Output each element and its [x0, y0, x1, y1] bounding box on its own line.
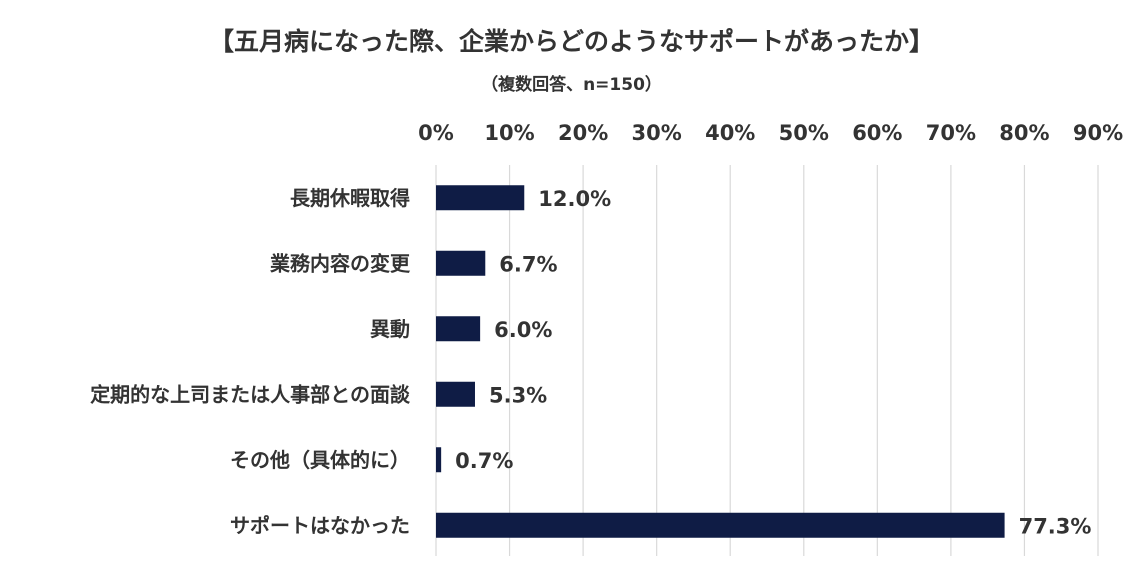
bar	[436, 316, 481, 342]
x-tick-label: 80%	[999, 121, 1049, 145]
data-label: 5.3%	[489, 383, 547, 407]
data-label: 77.3%	[1019, 514, 1092, 538]
bar	[436, 512, 1005, 538]
x-tick-label: 0%	[418, 121, 454, 145]
x-tick-label: 50%	[779, 121, 829, 145]
category-label: その他（具体的に）	[230, 448, 410, 472]
data-label: 0.7%	[455, 449, 513, 473]
bar	[436, 381, 475, 407]
x-tick-label: 30%	[632, 121, 682, 145]
data-label: 6.0%	[494, 318, 552, 342]
category-label: 業務内容の変更	[270, 251, 411, 275]
chart-title: 【五月病になった際、企業からどのようなサポートがあったか】	[208, 27, 934, 56]
x-tick-label: 10%	[484, 121, 534, 145]
x-tick-label: 20%	[558, 121, 608, 145]
x-axis-ticks: 0% 10% 20% 30% 40% 50% 60% 70% 80% 90%	[418, 121, 1123, 145]
gridlines	[435, 165, 1099, 556]
x-tick-label: 60%	[852, 121, 902, 145]
chart-subtitle: （複数回答、n=150）	[481, 75, 662, 95]
data-label: 6.7%	[499, 252, 557, 276]
bars	[436, 185, 1005, 538]
category-label: サポートはなかった	[230, 513, 410, 537]
category-label: 定期的な上司または人事部との面談	[90, 382, 411, 406]
data-labels: 12.0% 6.7% 6.0% 5.3% 0.7% 77.3%	[455, 187, 1091, 539]
x-tick-label: 70%	[926, 121, 976, 145]
category-label: 長期休暇取得	[290, 186, 410, 210]
category-labels: 長期休暇取得業務内容の変更異動定期的な上司または人事部との面談その他（具体的に）…	[90, 186, 411, 538]
bar	[436, 185, 525, 211]
bar	[436, 250, 486, 276]
bar	[436, 447, 442, 473]
x-tick-label: 40%	[705, 121, 755, 145]
data-label: 12.0%	[538, 187, 611, 211]
category-label: 異動	[370, 317, 410, 341]
x-tick-label: 90%	[1073, 121, 1123, 145]
